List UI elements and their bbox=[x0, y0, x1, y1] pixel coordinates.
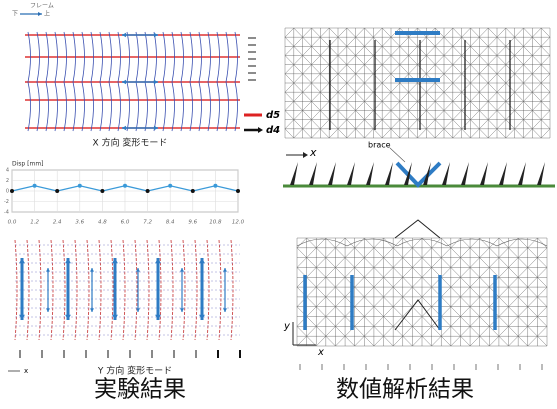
x-axis-label: x bbox=[24, 367, 28, 375]
x-tick-label: 1.2 bbox=[30, 220, 39, 226]
x-tick-label: 12.0 bbox=[232, 220, 245, 226]
d4-label: d4 bbox=[266, 125, 280, 136]
data-point bbox=[168, 184, 172, 188]
y-tick-label: 2 bbox=[6, 178, 9, 184]
brace-label: brace bbox=[368, 141, 391, 150]
experiment-caption: 実験結果 bbox=[94, 377, 186, 403]
y-tick-label: -4 bbox=[4, 210, 9, 216]
y-tick-label: -2 bbox=[4, 199, 9, 205]
x-tick-label: 2.4 bbox=[53, 220, 62, 226]
x-tick-label: 10.8 bbox=[209, 220, 222, 226]
data-point bbox=[213, 184, 217, 188]
data-point bbox=[146, 189, 150, 193]
upper-label: 上 bbox=[44, 10, 50, 18]
y-axis-label: y bbox=[283, 321, 291, 332]
x-axis-label: x bbox=[317, 347, 324, 358]
x-tick-label: 7.2 bbox=[143, 220, 152, 226]
data-point bbox=[78, 184, 82, 188]
analysis-caption: 数値解析結果 bbox=[336, 377, 474, 403]
x-tick-label: 0.0 bbox=[8, 220, 17, 226]
data-point bbox=[33, 184, 37, 188]
chart-title: Disp [mm] bbox=[12, 161, 44, 168]
x-tick-label: 9.6 bbox=[188, 220, 197, 226]
d5-label: d5 bbox=[266, 110, 280, 121]
x-tick-label: 8.4 bbox=[166, 220, 175, 226]
data-point bbox=[10, 189, 14, 193]
data-point bbox=[123, 184, 127, 188]
y-mode-caption: Y 方向 変形モード bbox=[97, 365, 172, 377]
data-point bbox=[100, 189, 104, 193]
y-tick-label: 0 bbox=[6, 189, 9, 195]
x-tick-label: 4.8 bbox=[98, 220, 107, 226]
figure: フレーム 下 上 X 方向 変形モード d5 d4 Disp [mm] Y 方向… bbox=[0, 0, 557, 409]
lower-label: 下 bbox=[12, 11, 18, 18]
data-point bbox=[236, 189, 240, 193]
x-mode-caption: X 方向 変形モード bbox=[93, 137, 168, 149]
y-tick-label: 4 bbox=[6, 168, 9, 174]
x-axis-label: x bbox=[309, 146, 317, 159]
frame-label: フレーム bbox=[30, 3, 54, 10]
x-tick-label: 6.0 bbox=[121, 220, 130, 226]
x-tick-label: 3.6 bbox=[75, 220, 84, 226]
data-point bbox=[191, 189, 195, 193]
data-point bbox=[55, 189, 59, 193]
